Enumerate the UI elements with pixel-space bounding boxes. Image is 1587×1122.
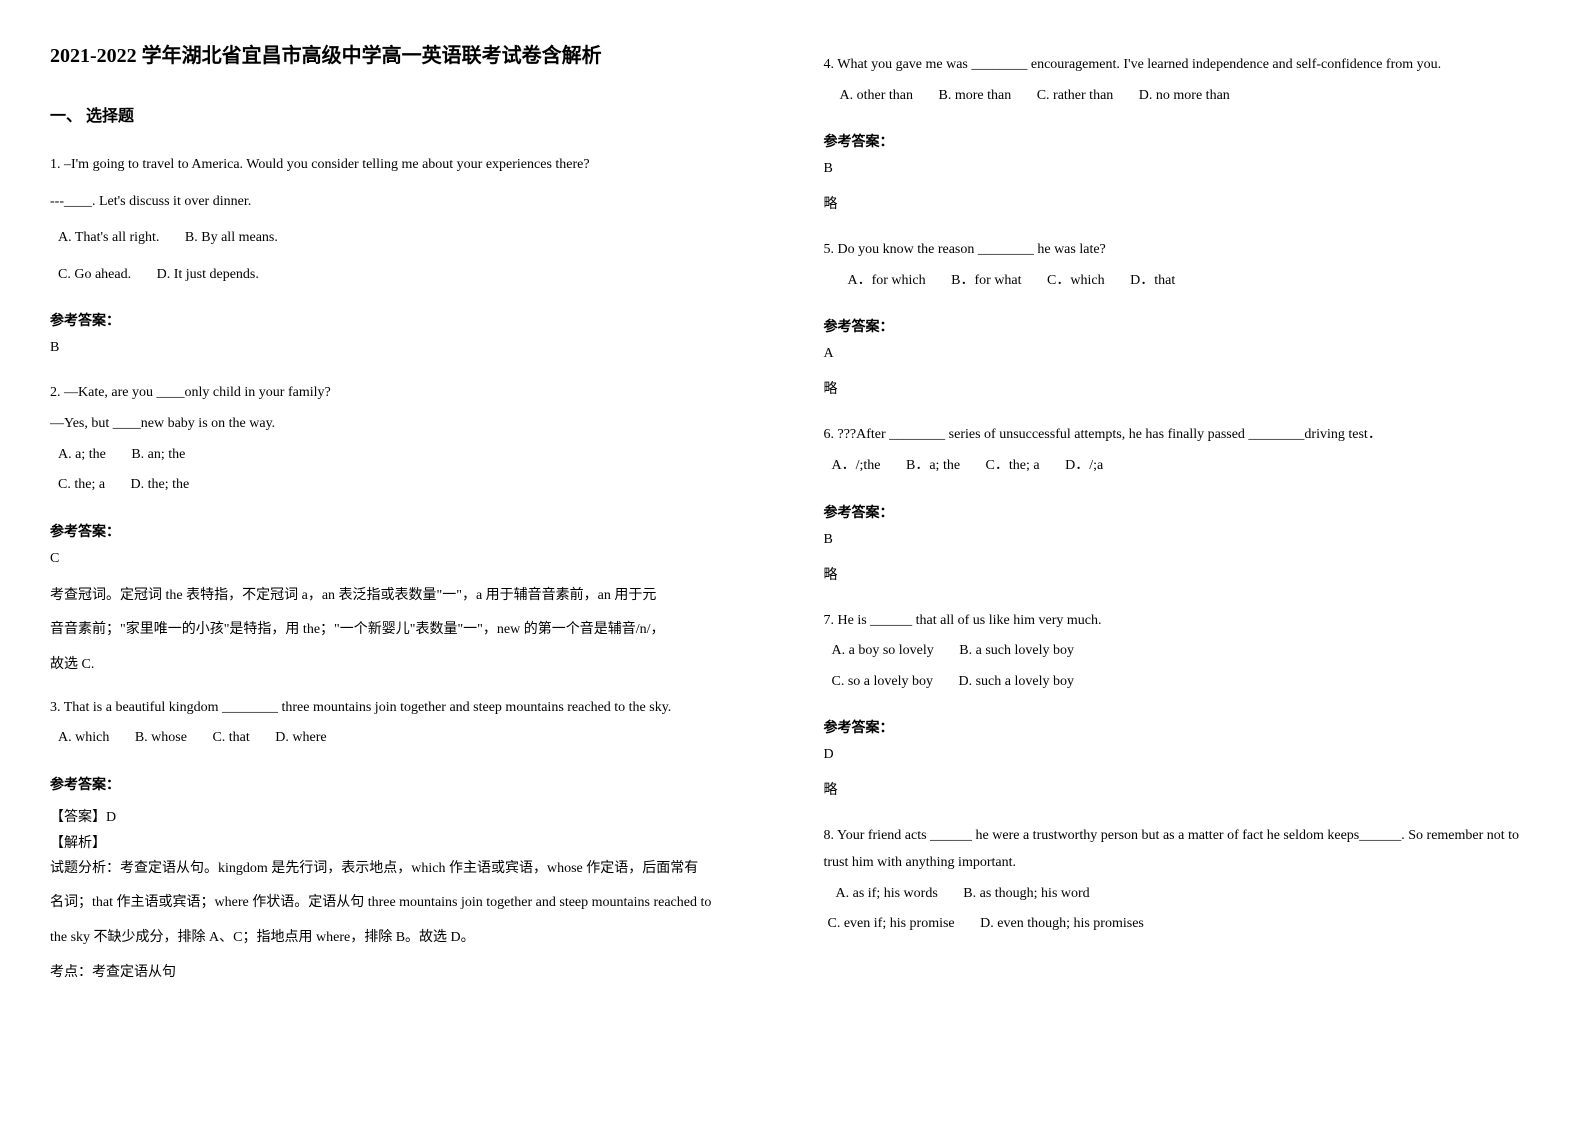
q3-explain1: 试题分析：考查定语从句。kingdom 是先行词，表示地点，which 作主语或… — [50, 856, 764, 883]
q2-stem2: —Yes, but ____new baby is on the way. — [50, 411, 764, 438]
q2-explain3: 故选 C. — [50, 652, 764, 679]
q7-answer: D — [824, 747, 1538, 763]
q6-answer-label: 参考答案： — [824, 502, 1538, 522]
q1-optD: D. It just depends. — [157, 267, 259, 282]
question-4: 4. What you gave me was ________ encoura… — [824, 48, 1538, 113]
q5-options: A．for which B．for what C．which D．that — [848, 268, 1538, 295]
q6-stem1: 6. ???After ________ series of unsuccess… — [824, 422, 1538, 449]
q2-answer: C — [50, 551, 764, 567]
q3-explain2: 名词；that 作主语或宾语；where 作状语。定语从句 three moun… — [50, 890, 764, 917]
q8-stem1: 8. Your friend acts ______ he were a tru… — [824, 823, 1538, 876]
q4-optC: C. rather than — [1037, 88, 1114, 103]
q6-note: 略 — [824, 564, 1538, 584]
q7-optD: D. such a lovely boy — [959, 674, 1074, 689]
q4-stem1: 4. What you gave me was ________ encoura… — [824, 52, 1538, 79]
q1-stem2: ---____. Let's discuss it over dinner. — [50, 189, 764, 216]
q8-options-row1: A. as if; his words B. as though; his wo… — [836, 881, 1538, 908]
q7-note: 略 — [824, 779, 1538, 799]
q5-note: 略 — [824, 378, 1538, 398]
question-3: 3. That is a beautiful kingdom ________ … — [50, 691, 764, 756]
right-column: 4. What you gave me was ________ encoura… — [824, 40, 1538, 1082]
question-5: 5. Do you know the reason ________ he wa… — [824, 233, 1538, 298]
q6-optA: A．/;the — [832, 458, 881, 473]
q7-optA: A. a boy so lovely — [832, 643, 934, 658]
q1-options-row1: A. That's all right. B. By all means. — [58, 225, 764, 252]
q5-optC: C．which — [1047, 273, 1105, 288]
q3-answer-tag-row: 【答案】D — [50, 806, 764, 826]
question-8: 8. Your friend acts ______ he were a tru… — [824, 819, 1538, 941]
q3-optD: D. where — [275, 730, 326, 745]
q3-options: A. which B. whose C. that D. where — [58, 725, 764, 752]
q5-optB: B．for what — [951, 273, 1021, 288]
q2-optD: D. the; the — [131, 477, 190, 492]
q2-stem1: 2. —Kate, are you ____only child in your… — [50, 380, 764, 407]
q1-stem1: 1. –I'm going to travel to America. Woul… — [50, 152, 764, 179]
q7-optC: C. so a lovely boy — [832, 674, 934, 689]
q5-optA: A．for which — [848, 273, 926, 288]
q7-options-row2: C. so a lovely boy D. such a lovely boy — [832, 669, 1538, 696]
q3-answer: D — [106, 810, 116, 825]
q4-answer: B — [824, 161, 1538, 177]
q3-explain4: 考点：考查定语从句 — [50, 960, 764, 987]
q8-optA: A. as if; his words — [836, 886, 938, 901]
q4-options: A. other than B. more than C. rather tha… — [840, 83, 1538, 110]
section-heading: 一、 选择题 — [50, 102, 764, 126]
q7-optB: B. a such lovely boy — [959, 643, 1074, 658]
q1-optC: C. Go ahead. — [58, 267, 131, 282]
left-column: 2021-2022 学年湖北省宜昌市高级中学高一英语联考试卷含解析 一、 选择题… — [50, 40, 764, 1082]
q1-optB: B. By all means. — [185, 230, 278, 245]
q3-explain3: the sky 不缺少成分，排除 A、C；指地点用 where，排除 B。故选 … — [50, 925, 764, 952]
q2-answer-label: 参考答案： — [50, 521, 764, 541]
q5-answer-label: 参考答案： — [824, 316, 1538, 336]
q2-options-row1: A. a; the B. an; the — [58, 442, 764, 469]
q1-optA: A. That's all right. — [58, 230, 159, 245]
q2-optA: A. a; the — [58, 447, 106, 462]
q3-stem1: 3. That is a beautiful kingdom ________ … — [50, 695, 764, 722]
question-6: 6. ???After ________ series of unsuccess… — [824, 418, 1538, 483]
q6-optC: C．the; a — [986, 458, 1040, 473]
q7-options-row1: A. a boy so lovely B. a such lovely boy — [832, 638, 1538, 665]
q3-answer-label: 参考答案： — [50, 774, 764, 794]
q8-optB: B. as though; his word — [963, 886, 1089, 901]
q2-explain1: 考查冠词。定冠词 the 表特指，不定冠词 a，an 表泛指或表数量"一"，a … — [50, 583, 764, 610]
q6-answer: B — [824, 532, 1538, 548]
q6-optB: B．a; the — [906, 458, 960, 473]
q4-optD: D. no more than — [1139, 88, 1230, 103]
q3-optC: C. that — [212, 730, 249, 745]
q2-explain2: 音音素前；"家里唯一的小孩"是特指，用 the；"一个新婴儿"表数量"一"，ne… — [50, 617, 764, 644]
q5-optD: D．that — [1130, 273, 1175, 288]
q3-tag-answer: 【答案】 — [50, 810, 106, 825]
q1-answer: B — [50, 340, 764, 356]
q2-optB: B. an; the — [131, 447, 185, 462]
q5-stem1: 5. Do you know the reason ________ he wa… — [824, 237, 1538, 264]
q3-optA: A. which — [58, 730, 109, 745]
q3-tag-explain: 【解析】 — [50, 832, 764, 852]
q7-answer-label: 参考答案： — [824, 717, 1538, 737]
q4-optA: A. other than — [840, 88, 913, 103]
doc-title: 2021-2022 学年湖北省宜昌市高级中学高一英语联考试卷含解析 — [50, 40, 764, 72]
q6-optD: D．/;a — [1065, 458, 1103, 473]
q1-answer-label: 参考答案： — [50, 310, 764, 330]
q3-optB: B. whose — [135, 730, 187, 745]
q1-options-row2: C. Go ahead. D. It just depends. — [58, 262, 764, 289]
q4-answer-label: 参考答案： — [824, 131, 1538, 151]
q6-options: A．/;the B．a; the C．the; a D．/;a — [832, 453, 1538, 480]
q2-options-row2: C. the; a D. the; the — [58, 472, 764, 499]
q4-note: 略 — [824, 193, 1538, 213]
question-7: 7. He is ______ that all of us like him … — [824, 604, 1538, 700]
q8-optC: C. even if; his promise — [828, 916, 955, 931]
q4-optB: B. more than — [938, 88, 1011, 103]
q5-answer: A — [824, 346, 1538, 362]
q8-optD: D. even though; his promises — [980, 916, 1144, 931]
question-1: 1. –I'm going to travel to America. Woul… — [50, 148, 764, 292]
q8-options-row2: C. even if; his promise D. even though; … — [828, 911, 1538, 938]
question-2: 2. —Kate, are you ____only child in your… — [50, 376, 764, 502]
q7-stem1: 7. He is ______ that all of us like him … — [824, 608, 1538, 635]
q2-optC: C. the; a — [58, 477, 105, 492]
